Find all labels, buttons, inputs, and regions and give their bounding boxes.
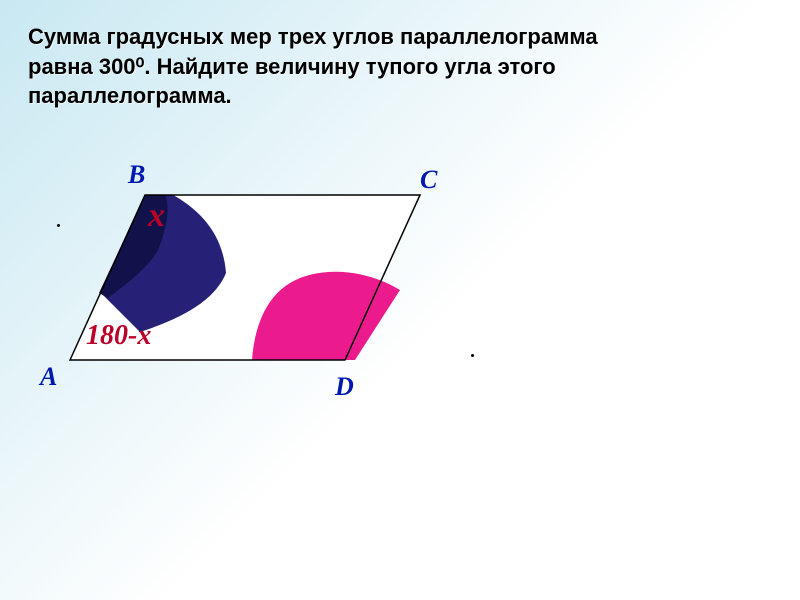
slide-canvas: Сумма градусных мер трех углов параллело… — [0, 0, 800, 600]
angle-annotation-180-minus-x: 180-х — [86, 320, 151, 352]
angle-annotation-x: х — [148, 197, 165, 235]
vertex-label-b: B — [128, 160, 145, 190]
vertex-label-d: D — [335, 372, 354, 402]
vertex-label-a: A — [40, 362, 57, 392]
marker-dot — [57, 224, 60, 227]
vertex-label-c: C — [420, 165, 437, 195]
marker-dot — [471, 354, 474, 357]
parallelogram-diagram — [0, 0, 800, 600]
